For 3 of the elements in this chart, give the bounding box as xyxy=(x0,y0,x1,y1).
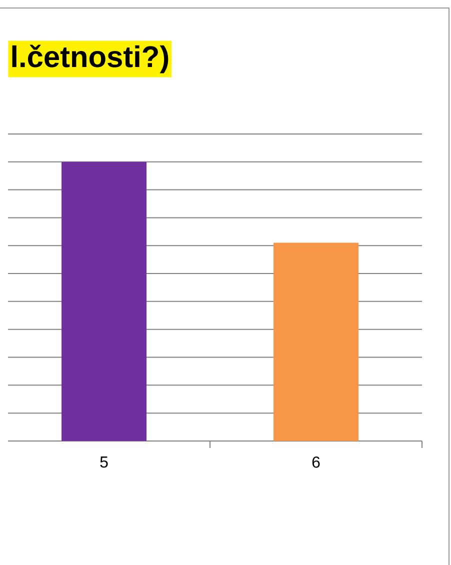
x-tick-label: 6 xyxy=(312,456,320,468)
chart-title: l.četnosti?) xyxy=(12,44,168,74)
x-tick-label: 5 xyxy=(100,456,108,468)
